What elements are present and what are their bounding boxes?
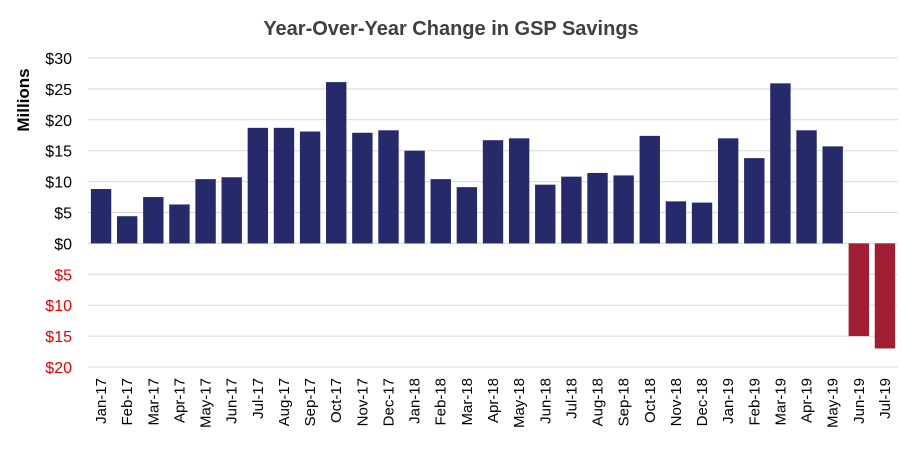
bar <box>691 202 713 244</box>
x-tick-label: May-19 <box>825 378 842 428</box>
bar <box>273 127 295 244</box>
bar <box>169 204 190 244</box>
x-tick-label: Apr-19 <box>799 378 816 423</box>
x-tick-label: Dec-17 <box>380 378 397 426</box>
x-tick-label: Jan-17 <box>93 378 110 424</box>
x-tick-label: Sep-17 <box>302 378 319 426</box>
bar <box>456 187 478 244</box>
bar <box>665 201 687 244</box>
bar <box>221 177 242 244</box>
x-tick-label: Mar-19 <box>772 378 789 426</box>
x-tick-label: Jul-17 <box>250 378 267 419</box>
bar <box>770 83 791 244</box>
bar <box>744 158 765 244</box>
bar <box>535 184 556 244</box>
bar <box>561 176 582 244</box>
y-tick-label: $10 <box>45 298 72 315</box>
bar <box>848 243 869 337</box>
x-axis-ticks: Jan-17 Feb-17 Mar-17 Apr-17 May-17 Jun-17 Jul-… <box>93 378 894 428</box>
x-tick-label: Dec-18 <box>694 378 711 426</box>
bars <box>90 82 896 349</box>
bar <box>90 189 112 244</box>
x-tick-label: Jun-19 <box>851 378 868 424</box>
x-tick-label: Oct-17 <box>328 378 345 423</box>
x-tick-label: Feb-19 <box>746 378 763 426</box>
bar <box>796 130 817 244</box>
bar <box>117 216 138 244</box>
bar <box>508 138 530 244</box>
bar <box>378 130 399 244</box>
x-tick-label: Aug-18 <box>590 378 607 426</box>
bar <box>482 140 504 244</box>
bar <box>874 243 896 349</box>
x-tick-label: Oct-18 <box>642 378 659 423</box>
bar <box>822 146 843 244</box>
y-tick-label: $15 <box>45 329 72 346</box>
chart-title: Year-Over-Year Change in GSP Savings <box>263 18 639 40</box>
x-tick-label: Feb-18 <box>433 378 450 426</box>
x-tick-label: May-18 <box>511 378 528 428</box>
bar <box>326 82 347 244</box>
bar <box>430 179 451 244</box>
y-tick-label: $0 <box>54 236 72 253</box>
x-tick-label: Sep-18 <box>616 378 633 426</box>
x-tick-label: Jun-17 <box>224 378 241 424</box>
y-tick-label: $30 <box>45 51 72 68</box>
bar <box>613 175 634 244</box>
y-axis-label: Millions <box>14 68 33 131</box>
x-tick-label: Jul-19 <box>877 378 894 419</box>
x-tick-label: Nov-18 <box>668 378 685 426</box>
x-tick-label: May-17 <box>198 378 215 428</box>
bar <box>639 135 660 244</box>
y-tick-label: $5 <box>54 267 72 284</box>
x-tick-label: Jan-18 <box>407 378 424 424</box>
x-tick-label: Feb-17 <box>119 378 136 426</box>
bar <box>247 127 269 244</box>
x-tick-label: Jun-18 <box>537 378 554 424</box>
x-tick-label: Jul-18 <box>563 378 580 419</box>
x-tick-label: Apr-17 <box>171 378 188 423</box>
y-axis-ticks: $30 $25 $20 $15 $10 $5 $0 $5 $10 $15 $20 <box>45 51 72 377</box>
y-tick-label: $5 <box>54 206 72 223</box>
y-tick-label: $25 <box>45 82 72 99</box>
x-tick-label: Apr-18 <box>485 378 502 423</box>
x-tick-label: Jan-19 <box>720 378 737 424</box>
bar <box>587 172 608 244</box>
bar <box>717 138 739 244</box>
y-tick-label: $10 <box>45 175 72 192</box>
bar <box>352 132 373 244</box>
y-tick-label: $20 <box>45 113 72 130</box>
y-tick-label: $20 <box>45 360 72 377</box>
bar <box>195 179 216 244</box>
y-tick-label: $15 <box>45 144 72 161</box>
bar <box>404 150 425 244</box>
x-tick-label: Mar-18 <box>459 378 476 426</box>
x-tick-label: Nov-17 <box>354 378 371 426</box>
bar <box>299 131 321 244</box>
x-tick-label: Aug-17 <box>276 378 293 426</box>
x-tick-label: Mar-17 <box>145 378 162 426</box>
bar <box>143 197 164 244</box>
